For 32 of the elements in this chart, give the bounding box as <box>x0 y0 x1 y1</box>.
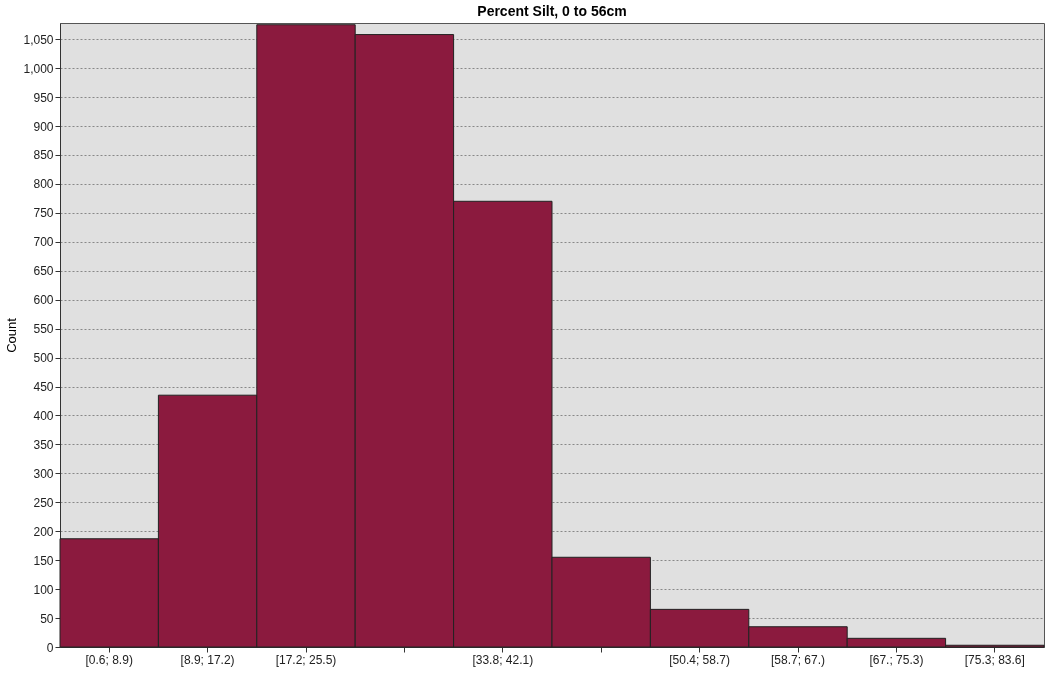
y-tick-label: 550 <box>33 322 54 337</box>
y-tick-label: 700 <box>33 235 54 250</box>
x-tick-label: [17.2; 25.5) <box>275 652 337 667</box>
x-tick-label: [33.8; 42.1) <box>472 652 534 667</box>
y-tick-label: 500 <box>33 351 54 366</box>
chart-title: Percent Silt, 0 to 56cm <box>477 3 627 19</box>
y-tick-label: 1,050 <box>23 32 54 47</box>
y-tick-label: 900 <box>33 119 54 134</box>
x-tick-label: [58.7; 67.) <box>770 652 826 667</box>
y-tick-label: 300 <box>33 466 54 481</box>
x-tick-label: [75.3; 83.6] <box>964 652 1025 667</box>
y-tick-label: 100 <box>33 582 54 597</box>
x-tick-label: [50.4; 58.7) <box>669 652 730 667</box>
y-axis-title: Count <box>4 317 20 353</box>
x-tick-label: [67.; 75.3) <box>869 652 924 667</box>
y-tick-label: 850 <box>33 148 54 163</box>
y-tick-label: 750 <box>33 206 54 221</box>
y-tick-label: 800 <box>33 177 54 192</box>
y-tick-label: 200 <box>33 524 54 539</box>
y-tick-label: 950 <box>33 90 54 105</box>
y-tick-label: 450 <box>33 380 54 395</box>
y-tick-label: 600 <box>33 293 54 308</box>
y-tick-label: 250 <box>33 495 54 510</box>
y-tick-label: 50 <box>40 611 54 626</box>
y-tick-label: 0 <box>46 640 54 655</box>
y-tick-label: 1,000 <box>23 61 54 76</box>
y-tick-label: 150 <box>33 553 54 568</box>
x-tick-label: [8.9; 17.2) <box>180 652 235 667</box>
x-tick-label: [0.6; 8.9) <box>85 652 133 667</box>
y-tick-label: 400 <box>33 408 54 423</box>
y-tick-label: 650 <box>33 264 54 279</box>
y-tick-label: 350 <box>33 437 54 452</box>
